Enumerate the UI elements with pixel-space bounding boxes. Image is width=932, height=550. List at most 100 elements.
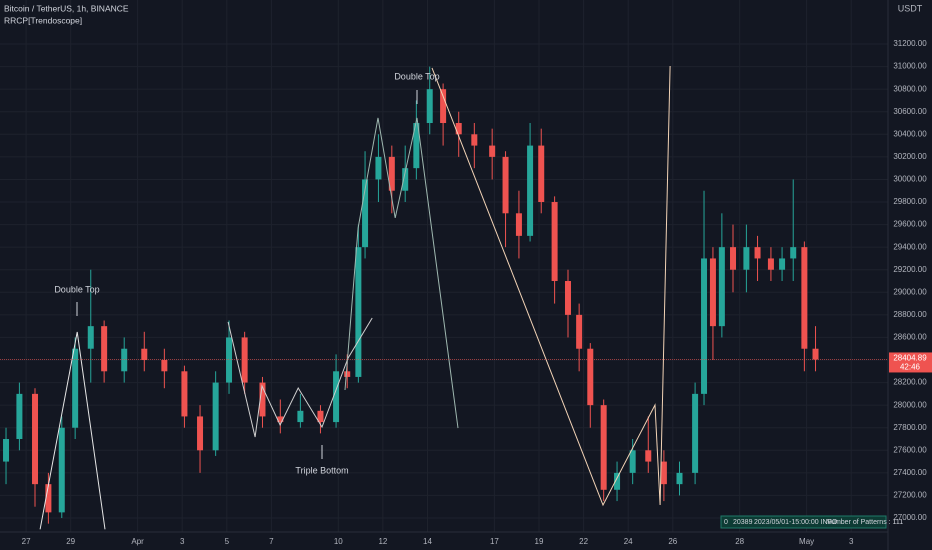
- y-tick-label: 28800.00: [893, 310, 927, 319]
- pattern-label: Double Top: [54, 284, 99, 294]
- candle-body: [587, 348, 594, 406]
- candle-body: [676, 472, 683, 485]
- y-tick-label: 31000.00: [893, 62, 927, 71]
- candle-body: [754, 247, 761, 259]
- candle-body: [527, 145, 534, 236]
- candle-body: [455, 123, 462, 135]
- candle-body: [241, 337, 248, 383]
- pattern-label: Double Top: [394, 71, 439, 81]
- y-tick-label: 27400.00: [893, 468, 927, 477]
- candle-body: [388, 156, 395, 191]
- candle-body: [197, 416, 204, 451]
- candle-body: [779, 258, 786, 270]
- candle-body: [709, 258, 716, 327]
- y-tick-label: 29400.00: [893, 242, 927, 251]
- countdown: 42:46: [900, 363, 921, 372]
- candle-body: [730, 247, 737, 270]
- candle-body: [692, 393, 699, 473]
- x-tick-label: 3: [849, 537, 854, 546]
- y-tick-label: 27200.00: [893, 491, 927, 500]
- status-text: Number of Patterns : 111: [826, 519, 903, 526]
- candle-body: [101, 326, 108, 372]
- candle-body: [277, 416, 284, 423]
- x-tick-label: 5: [225, 537, 230, 546]
- x-tick-label: 17: [490, 537, 499, 546]
- candle-body: [515, 213, 522, 236]
- x-tick-label: 26: [668, 537, 677, 546]
- y-tick-label: 28200.00: [893, 378, 927, 387]
- candle-body: [767, 258, 774, 270]
- pattern-zigzag: [227, 317, 373, 438]
- candle-body: [141, 348, 148, 361]
- candle-body: [362, 179, 369, 248]
- candle-body: [660, 461, 667, 485]
- candle-body: [790, 247, 797, 259]
- status-box: [720, 515, 887, 529]
- candle-body: [212, 382, 219, 451]
- last-price-tag: [889, 352, 932, 373]
- candle-body: [701, 258, 708, 394]
- candle-body: [317, 410, 324, 423]
- candle-body: [426, 89, 433, 124]
- candle-body: [743, 247, 750, 270]
- y-tick-label: 29200.00: [893, 265, 927, 274]
- x-tick-label: 28: [735, 537, 744, 546]
- candle-body: [538, 145, 545, 203]
- status-text: 0: [724, 519, 728, 526]
- candle-body: [812, 348, 819, 360]
- candle-body: [551, 202, 558, 282]
- pattern-zigzag: [39, 331, 106, 530]
- candle-body: [87, 326, 94, 349]
- candle-body: [16, 393, 23, 440]
- candle-body: [32, 393, 39, 485]
- candle-body: [413, 123, 420, 169]
- x-tick-label: 24: [624, 537, 633, 546]
- x-tick-label: 22: [579, 537, 588, 546]
- candle-body: [600, 405, 607, 490]
- candle-body: [564, 281, 571, 315]
- candle-body: [344, 371, 351, 377]
- y-tick-label: 28000.00: [893, 400, 927, 409]
- x-tick-label: 19: [535, 537, 544, 546]
- indicator-name: RRCP[Trendoscope]: [4, 15, 82, 25]
- y-tick-label: 29800.00: [893, 197, 927, 206]
- x-tick-label: 27: [22, 537, 31, 546]
- last-price-label: 28404.89: [893, 354, 927, 363]
- pattern-label: Triple Bottom: [295, 465, 348, 475]
- pattern-zigzag: [344, 117, 459, 429]
- candle-body: [502, 156, 509, 214]
- candle-body: [471, 134, 478, 146]
- x-tick-label: 29: [66, 537, 75, 546]
- x-tick-label: 3: [180, 537, 185, 546]
- candle-body: [72, 348, 79, 428]
- candle-body: [375, 156, 382, 180]
- y-tick-label: 27800.00: [893, 423, 927, 432]
- status-text: 2023/05/01-15:00:00 INFO: [754, 519, 838, 526]
- currency: USDT: [898, 3, 923, 13]
- y-tick-label: 29600.00: [893, 220, 927, 229]
- candle-body: [355, 247, 362, 377]
- y-tick-label: 30200.00: [893, 152, 927, 161]
- y-tick-label: 30600.00: [893, 107, 927, 116]
- candle-body: [718, 247, 725, 327]
- x-tick-label: 12: [378, 537, 387, 546]
- candle-body: [3, 439, 10, 462]
- candle-body: [576, 314, 583, 349]
- candle-body: [614, 472, 621, 490]
- x-tick-label: 14: [423, 537, 432, 546]
- candle-body: [333, 371, 340, 423]
- candle-body: [121, 348, 128, 372]
- y-tick-label: 27000.00: [893, 513, 927, 522]
- y-tick-label: 28600.00: [893, 333, 927, 342]
- candle-body: [58, 427, 65, 513]
- y-tick-label: 30800.00: [893, 84, 927, 93]
- candle-body: [440, 89, 447, 124]
- candle-body: [226, 337, 233, 383]
- y-tick-label: 30000.00: [893, 175, 927, 184]
- candle-body: [259, 382, 266, 417]
- candle-body: [645, 450, 652, 462]
- candle-body: [629, 450, 636, 473]
- y-tick-label: 31200.00: [893, 39, 927, 48]
